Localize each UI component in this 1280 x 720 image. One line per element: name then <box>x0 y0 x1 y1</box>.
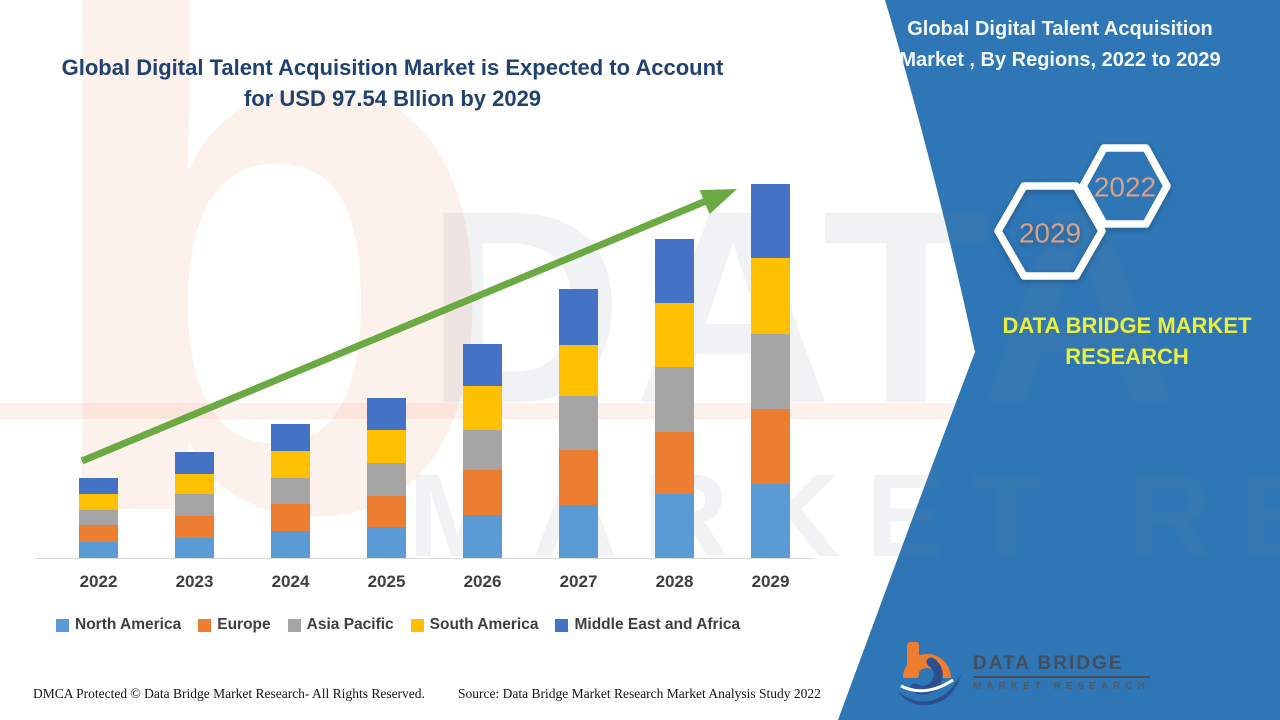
bar-segment <box>367 495 406 528</box>
bar-segment <box>79 477 118 495</box>
legend-label: North America <box>75 616 182 633</box>
bar-segment <box>79 510 118 526</box>
brand-name: DATA BRIDGE MARKET RESEARCH <box>952 310 1280 372</box>
bar-segment <box>463 469 502 516</box>
bar-segment <box>559 344 598 396</box>
bar-segment <box>463 430 502 470</box>
bar-segment <box>175 515 214 539</box>
hexagon-2022-outline <box>1079 144 1171 228</box>
x-axis-label: 2022 <box>79 572 118 591</box>
bar-segment <box>655 238 694 303</box>
bar-segment <box>367 527 406 558</box>
brand-name-line2: RESEARCH <box>1065 344 1189 369</box>
brand-name-line1: DATA BRIDGE MARKET <box>1002 313 1252 338</box>
bar-segment <box>367 463 406 496</box>
x-axis-label: 2028 <box>655 572 694 591</box>
side-panel-title: Global Digital Talent Acquisition Market… <box>856 14 1264 76</box>
bar-segment <box>559 289 598 345</box>
x-axis-line <box>36 558 814 559</box>
bar-segment <box>367 398 406 431</box>
legend-swatch <box>56 618 69 632</box>
databridge-logo-text: DATA BRIDGE MARKET RESEARCH <box>973 653 1150 692</box>
side-panel-title-line2: Market , By Regions, 2022 to 2029 <box>899 49 1221 71</box>
chart-title-line2: for USD 97.54 Bllion by 2029 <box>243 86 542 111</box>
bar-segment <box>463 386 502 431</box>
dmca-notice: DMCA Protected © Data Bridge Market Rese… <box>33 686 425 701</box>
databridge-logo: DATA BRIDGE MARKET RESEARCH <box>893 636 1150 708</box>
bar-segment <box>751 483 790 558</box>
bar-segment <box>655 494 694 558</box>
chart-title: Global Digital Talent Acquisition Market… <box>40 52 745 114</box>
bar-segment <box>271 423 310 452</box>
legend-label: Asia Pacific <box>306 616 394 633</box>
legend-swatch <box>410 618 424 632</box>
bar-segment <box>175 451 214 474</box>
watermark-text-bottom: MARKET RESEARCH <box>408 450 1280 582</box>
logo-tagline: MARKET RESEARCH <box>973 680 1150 692</box>
bar-segment <box>271 451 310 478</box>
bar-segment <box>751 333 790 409</box>
chart-title-line1: Global Digital Talent Acquisition Market… <box>61 55 724 80</box>
bar-segment <box>751 184 790 258</box>
side-panel-title-line1: Global Digital Talent Acquisition <box>907 18 1213 40</box>
bar-segment <box>79 525 118 542</box>
legend-item: Middle East and Africa <box>555 616 740 634</box>
source-note: Source: Data Bridge Market Research Mark… <box>458 686 821 701</box>
bar-segment <box>367 430 406 464</box>
bar-segment <box>271 504 310 532</box>
bar-segment <box>175 493 214 516</box>
bar-segment <box>175 473 214 494</box>
bar-segment <box>559 396 598 450</box>
legend-item: Europe <box>198 616 271 634</box>
hexagon-2022-label: 2022 <box>1094 172 1156 203</box>
bar-segment <box>751 257 790 334</box>
logo-name: DATA BRIDGE <box>973 653 1150 678</box>
legend-item: North America <box>56 616 181 634</box>
legend-item: Asia Pacific <box>287 616 394 634</box>
bar-segment <box>79 541 118 558</box>
bar-segment <box>655 432 694 495</box>
x-axis-label: 2029 <box>751 572 790 591</box>
bar-segment <box>271 531 310 558</box>
bar-segment <box>463 515 502 558</box>
bar-segment <box>559 504 598 558</box>
legend-label: South America <box>429 616 539 633</box>
hexagon-2029-outline <box>994 182 1106 280</box>
bar-segment <box>655 366 694 432</box>
legend-label: Europe <box>217 616 271 633</box>
legend-item: South America <box>410 616 539 634</box>
databridge-logo-mark <box>897 642 961 706</box>
legend-label: Middle East and Africa <box>574 616 741 633</box>
bar-segment <box>175 538 214 558</box>
legend-swatch <box>287 618 301 632</box>
bar-segment <box>655 302 694 367</box>
x-axis-label: 2025 <box>367 572 406 591</box>
bar-segment <box>463 343 502 387</box>
bar-segment <box>751 408 790 484</box>
hexagon-2029-label: 2029 <box>1019 218 1081 249</box>
legend-swatch <box>555 618 569 632</box>
chart-legend: North America Europe Asia Pacific South Ame… <box>56 616 826 634</box>
bar-segment <box>271 477 310 504</box>
x-axis-label: 2023 <box>175 572 214 591</box>
bar-segment <box>559 449 598 505</box>
year-hexagons: 2029 2022 <box>994 144 1171 280</box>
legend-swatch <box>198 618 212 632</box>
x-axis-label: 2026 <box>463 572 502 591</box>
x-axis-label: 2024 <box>271 572 310 591</box>
bar-segment <box>79 494 118 511</box>
x-axis-label: 2027 <box>559 572 598 591</box>
